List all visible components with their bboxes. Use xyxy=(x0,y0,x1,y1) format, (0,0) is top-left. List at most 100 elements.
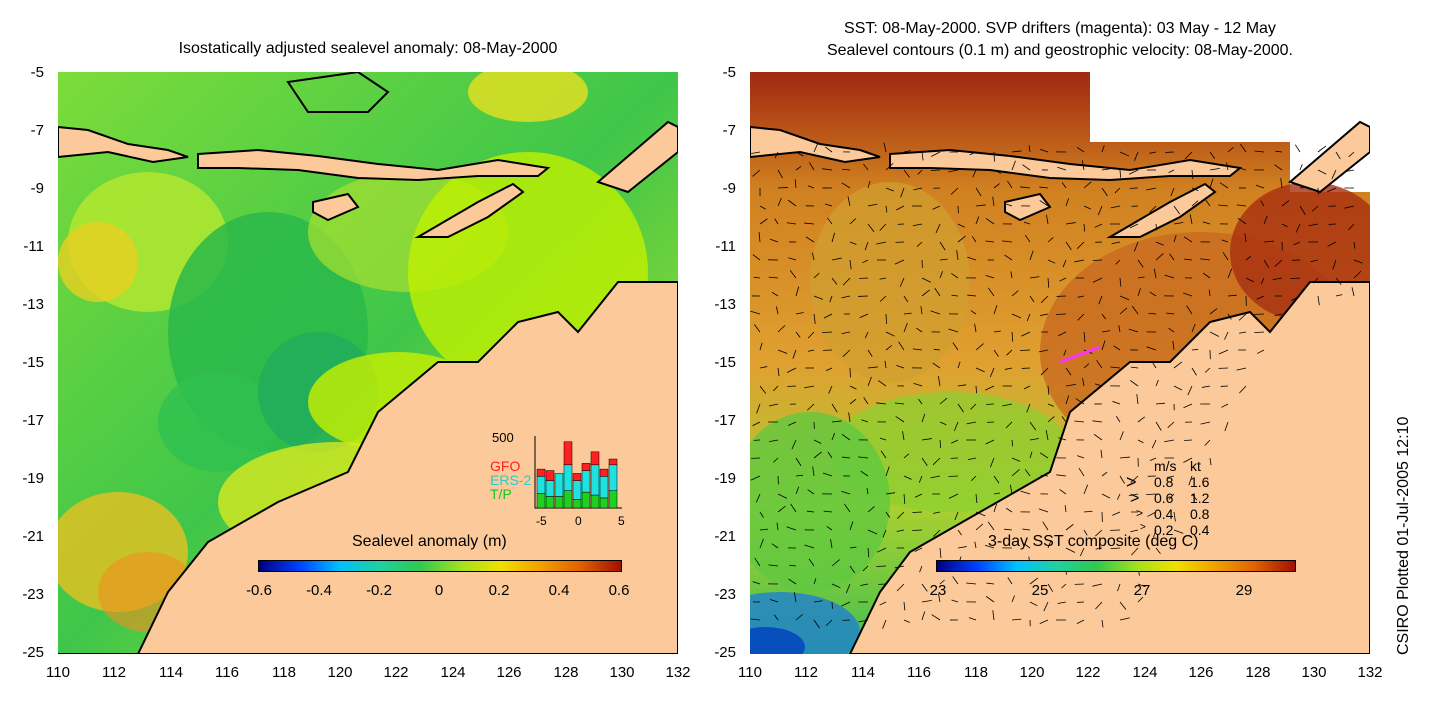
velocity-arrow xyxy=(1191,367,1197,376)
velocity-arrow xyxy=(952,576,959,585)
bar-tp xyxy=(554,496,564,509)
velocity-arrow xyxy=(1061,416,1067,423)
velocity-arrow xyxy=(1151,439,1157,449)
velocity-arrow xyxy=(1184,151,1193,160)
velocity-arrow xyxy=(866,487,869,495)
velocity-arrow xyxy=(759,511,764,518)
velocity-arrow xyxy=(1327,187,1337,193)
velocity-arrow xyxy=(993,492,1001,495)
velocity-arrow xyxy=(825,367,833,372)
velocity-arrow xyxy=(1023,385,1031,390)
velocity-arrow xyxy=(985,596,995,603)
velocity-arrow xyxy=(1058,437,1067,441)
left-panel-title: Isostatically adjusted sealevel anomaly:… xyxy=(178,40,558,57)
velocity-arrow xyxy=(786,526,797,531)
velocity-arrow xyxy=(1137,596,1144,603)
velocity-arrow xyxy=(1281,223,1288,228)
velocity-arrow xyxy=(1083,181,1092,189)
bar-tp xyxy=(599,497,609,509)
velocity-arrow xyxy=(759,385,767,394)
velocity-arrow xyxy=(1335,151,1341,160)
velocity-arrow xyxy=(1290,277,1301,280)
velocity-arrow xyxy=(878,380,887,387)
velocity-arrow xyxy=(1029,438,1039,441)
velocity-arrow xyxy=(957,223,965,228)
velocity-arrow xyxy=(1149,205,1157,213)
velocity-arrow xyxy=(885,313,887,324)
velocity-arrow xyxy=(1168,327,1175,333)
velocity-arrow xyxy=(931,614,941,621)
velocity-arrow xyxy=(1056,474,1067,477)
bar-gfo xyxy=(590,451,600,466)
velocity-arrow xyxy=(787,385,797,387)
velocity-arrow xyxy=(1244,233,1247,243)
velocity-arrow xyxy=(938,593,941,603)
velocity-arrow xyxy=(867,180,871,189)
y-tick: -25 xyxy=(22,644,44,661)
velocity-arrow xyxy=(864,331,869,339)
left-colorbar xyxy=(258,560,622,572)
velocity-arrow xyxy=(970,310,977,315)
velocity-arrow xyxy=(1245,277,1254,283)
velocity-arrow xyxy=(1131,305,1139,315)
velocity-arrow xyxy=(867,366,878,369)
velocity-arrow xyxy=(1047,403,1054,407)
bar-gfo xyxy=(599,468,609,477)
velocity-arrow xyxy=(752,581,761,585)
velocity-arrow xyxy=(1059,489,1067,495)
y-tick: -15 xyxy=(22,354,44,371)
velocity-arrow xyxy=(1020,186,1031,189)
x-tick: 128 xyxy=(1245,664,1271,681)
velocity-arrow xyxy=(1043,601,1049,612)
velocity-arrow xyxy=(858,456,869,459)
velocity-arrow xyxy=(921,583,928,592)
velocity-arrow xyxy=(771,291,779,297)
velocity-arrow xyxy=(786,222,797,225)
velocity-arrow xyxy=(1074,259,1085,263)
velocity-arrow xyxy=(1110,205,1121,209)
velocity-arrow xyxy=(1028,145,1031,153)
colorbar-tick: 23 xyxy=(929,582,947,599)
velocity-arrow xyxy=(879,437,887,441)
velocity-arrow xyxy=(1183,236,1193,243)
velocity-arrow xyxy=(804,222,815,225)
velocity-arrow xyxy=(918,475,923,483)
velocity-arrow xyxy=(752,254,761,261)
velocity-arrow xyxy=(1065,524,1074,531)
velocity-arrow xyxy=(769,439,779,443)
velocity-arrow xyxy=(867,547,870,558)
velocity-arrow xyxy=(1168,493,1175,500)
velocity-arrow xyxy=(1059,277,1067,282)
velocity-arrow xyxy=(777,197,782,207)
bar-gfo xyxy=(563,441,573,466)
x-tick: 122 xyxy=(1075,664,1101,681)
velocity-arrow xyxy=(903,150,911,153)
velocity-arrow xyxy=(1022,528,1031,531)
velocity-arrow xyxy=(1058,331,1067,337)
velocity-arrow xyxy=(1353,241,1356,249)
velocity-arrow xyxy=(1130,366,1139,369)
velocity-arrow xyxy=(882,529,887,538)
velocity-arrow xyxy=(880,450,887,459)
x-tick: 114 xyxy=(159,664,183,681)
velocity-arrow xyxy=(1095,529,1103,537)
colorbar-tick: 27 xyxy=(1133,582,1151,599)
velocity-arrow xyxy=(1039,186,1049,189)
velocity-arrow xyxy=(879,223,887,231)
velocity-arrow xyxy=(807,489,815,495)
velocity-arrow xyxy=(1137,439,1144,444)
velocity-arrow xyxy=(1005,421,1013,429)
velocity-arrow xyxy=(1331,169,1337,180)
velocity-arrow xyxy=(986,582,995,585)
x-tick: 126 xyxy=(1188,664,1214,681)
velocity-arrow xyxy=(841,331,851,334)
velocity-arrow xyxy=(858,148,869,153)
colorbar-tick: -0.4 xyxy=(306,582,332,599)
velocity-arrow xyxy=(752,169,761,177)
histogram-xtick: 0 xyxy=(575,514,582,528)
velocity-arrow xyxy=(1218,349,1229,355)
bar-tp xyxy=(545,496,555,509)
velocity-arrow xyxy=(1209,151,1216,160)
velocity-arrow xyxy=(1009,484,1013,495)
velocity-arrow xyxy=(1221,403,1229,408)
